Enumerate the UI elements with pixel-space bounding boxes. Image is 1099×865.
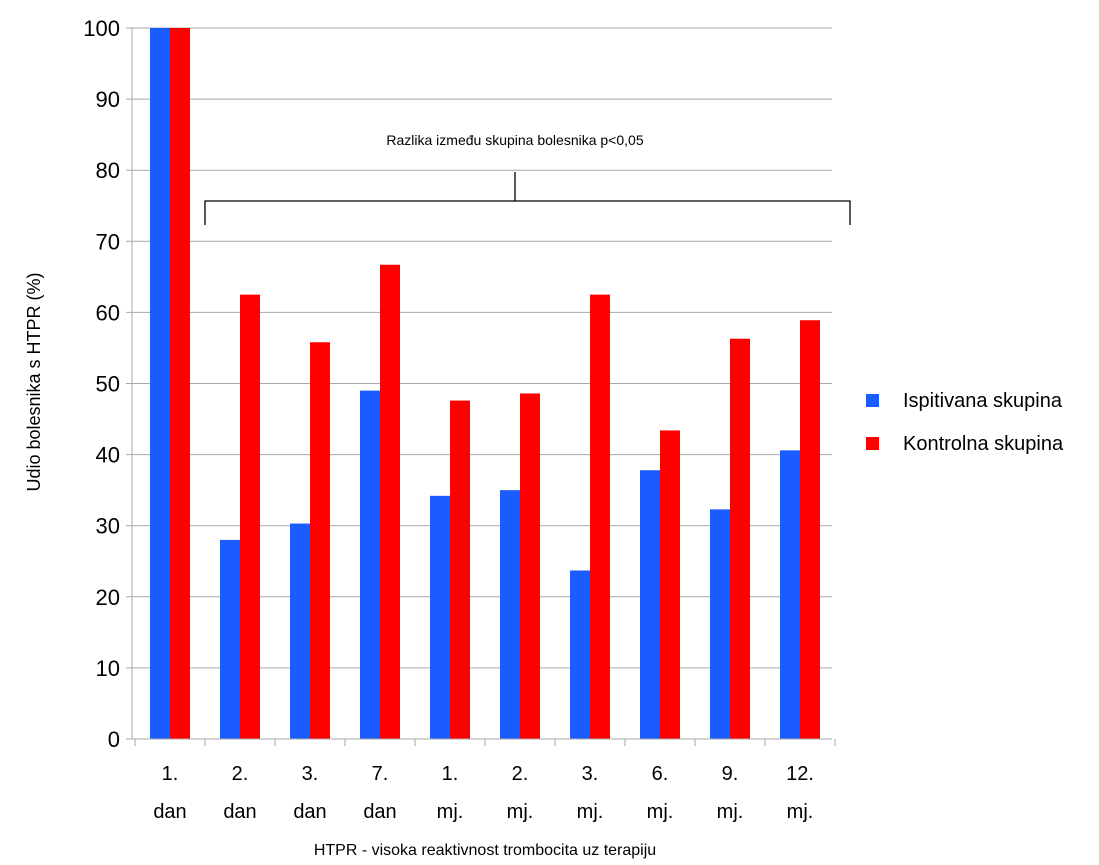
x-tick-label: 6. [652, 763, 669, 785]
bar-ispitivana [290, 523, 310, 739]
bar-ispitivana [500, 490, 520, 739]
y-tick-label: 40 [96, 443, 120, 468]
y-tick-label: 0 [108, 727, 120, 752]
bar-kontrolna [730, 338, 750, 739]
x-tick-label-unit: mj. [437, 801, 464, 823]
y-tick-label: 10 [96, 656, 120, 681]
bar-ispitivana [360, 390, 380, 739]
y-axis-title: Udio bolesnika s HTPR (%) [24, 272, 44, 491]
y-tick-label: 50 [96, 372, 120, 397]
legend-swatch-ispitivana [866, 394, 879, 407]
y-tick-label: 20 [96, 585, 120, 610]
x-tick-label: 7. [372, 763, 389, 785]
significance-bracket [204, 172, 851, 225]
x-tick-label-unit: mj. [647, 801, 674, 823]
y-tick-label: 80 [96, 158, 120, 183]
x-tick-label-unit: dan [153, 801, 186, 823]
bar-ispitivana [570, 570, 590, 739]
y-tick-label: 100 [83, 16, 120, 41]
bar-ispitivana [780, 450, 800, 739]
x-tick-label: 12. [786, 763, 814, 785]
y-tick-label: 30 [96, 514, 120, 539]
x-axis-title: HTPR - visoka reaktivnost trombocita uz … [314, 842, 656, 859]
y-tick-label: 90 [96, 87, 120, 112]
significance-annotation: Razlika između skupina bolesnika p<0,05 [204, 132, 851, 225]
x-tick-label: 3. [582, 763, 599, 785]
bar-ispitivana [220, 539, 240, 739]
x-tick-label-unit: mj. [787, 801, 814, 823]
y-tick-label: 70 [96, 229, 120, 254]
x-tick-label: 2. [232, 763, 249, 785]
x-tick-label-unit: dan [223, 801, 256, 823]
x-tick-label-unit: dan [363, 801, 396, 823]
legend-label-ispitivana: Ispitivana skupina [903, 390, 1063, 412]
x-tick-label: 1. [162, 763, 179, 785]
significance-label: Razlika između skupina bolesnika p<0,05 [386, 132, 643, 148]
x-tick-label: 3. [302, 763, 319, 785]
bar-kontrolna [240, 294, 260, 739]
x-tick-label: 2. [512, 763, 529, 785]
bar-kontrolna [660, 430, 680, 739]
x-tick-label-unit: mj. [717, 801, 744, 823]
bar-kontrolna [590, 294, 610, 739]
bar-ispitivana [150, 28, 170, 739]
x-tick-label-unit: mj. [507, 801, 534, 823]
x-tick-label: 9. [722, 763, 739, 785]
bar-kontrolna [310, 342, 330, 739]
x-tick-label-unit: dan [293, 801, 326, 823]
bar-ispitivana [710, 509, 730, 739]
x-tick-label: 1. [442, 763, 459, 785]
bar-kontrolna [380, 264, 400, 739]
x-tick-label-unit: mj. [577, 801, 604, 823]
legend-swatch-kontrolna [866, 437, 879, 450]
bars [150, 28, 820, 739]
bar-kontrolna [800, 320, 820, 739]
y-tick-label: 60 [96, 300, 120, 325]
bar-ispitivana [430, 495, 450, 739]
legend-label-kontrolna: Kontrolna skupina [903, 433, 1064, 455]
axes: 0 10 20 30 40 50 60 70 80 90 100 1. dan 2. dan 3. dan 7. d… [83, 16, 836, 823]
bar-kontrolna [170, 28, 190, 739]
bar-ispitivana [640, 470, 660, 739]
legend: Ispitivana skupina Kontrolna skupina [866, 390, 1064, 455]
bar-kontrolna [520, 393, 540, 739]
bar-kontrolna [450, 400, 470, 739]
